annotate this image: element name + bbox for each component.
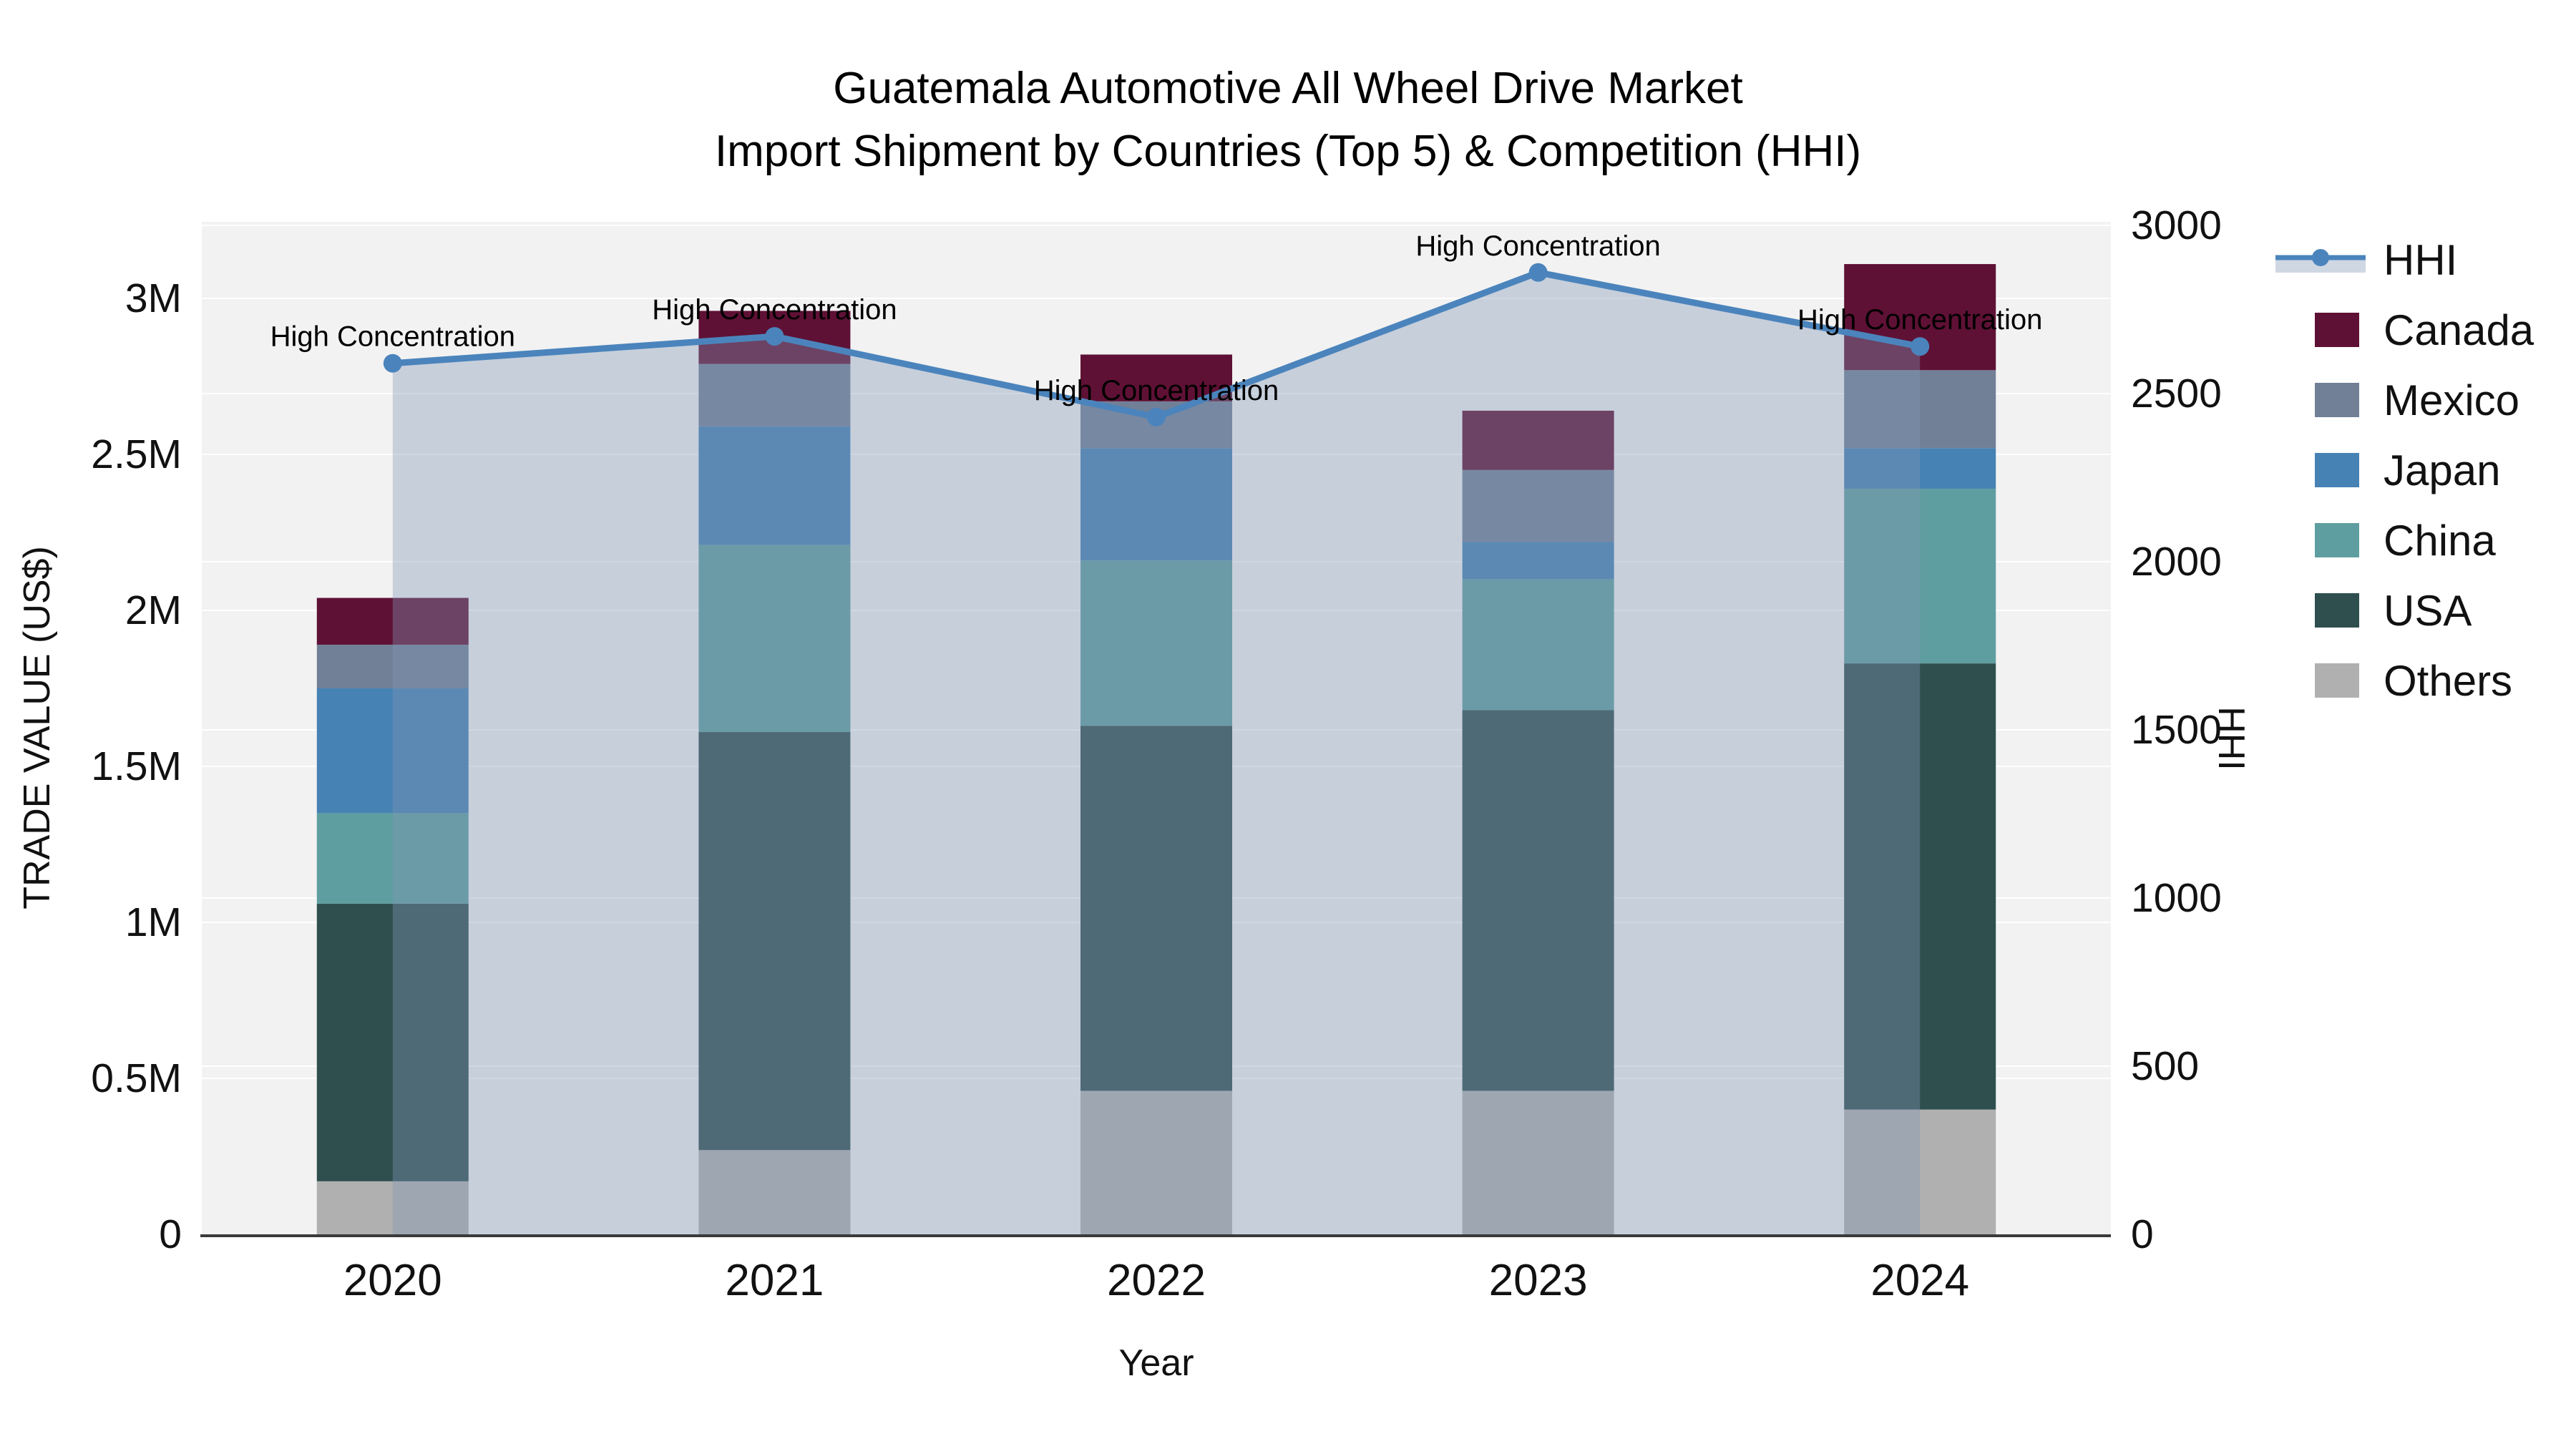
bar-segment-canada-2020 (316, 597, 469, 645)
bar-segment-china-2020 (316, 813, 469, 904)
legend-item-usa: USA (2275, 575, 2534, 645)
legend-item-japan: Japan (2275, 435, 2534, 505)
x-tick-2023: 2023 (1489, 1256, 1588, 1305)
y-left-tick: 1.5M (91, 743, 182, 789)
usa-swatch-icon (2315, 593, 2359, 628)
annotation-2024: High Concentration (1797, 304, 2042, 336)
bar-segment-others-2023 (1462, 1091, 1614, 1234)
x-axis-title: Year (1118, 1342, 1194, 1384)
bar-segment-canada-2022 (1080, 354, 1232, 401)
bar-segment-canada-2023 (1462, 410, 1614, 470)
annotation-2021: High Concentration (652, 294, 897, 326)
bar-segment-others-2024 (1844, 1109, 1996, 1234)
y-right-tick: 0 (2131, 1211, 2154, 1257)
y-right-tick: 2000 (2131, 539, 2222, 585)
legend-label-hhi: HHI (2384, 235, 2458, 284)
annotation-2020: High Concentration (270, 321, 515, 353)
legend-label-usa: USA (2384, 586, 2472, 635)
legend-item-china: China (2275, 505, 2534, 575)
hhi-area-fill (392, 272, 1921, 1234)
y-right-tick: 1500 (2131, 707, 2222, 753)
y-left-tick: 1M (125, 899, 182, 945)
legend-label-others: Others (2384, 656, 2513, 705)
hhi-marker-2022 (1147, 407, 1166, 426)
bar-segment-usa-2022 (1080, 726, 1232, 1091)
bar-segment-usa-2023 (1462, 710, 1614, 1091)
mexico-swatch-icon (2315, 383, 2359, 417)
hhi-marker-2023 (1528, 263, 1548, 282)
bar-segment-others-2021 (698, 1150, 851, 1234)
y-left-tick: 3M (125, 275, 182, 321)
chart-title-line1: Guatemala Automotive All Wheel Drive Mar… (833, 64, 1743, 113)
bar-segment-china-2022 (1080, 560, 1232, 726)
x-tick-2024: 2024 (1870, 1256, 1969, 1305)
japan-swatch-icon (2315, 453, 2359, 487)
legend-label-japan: Japan (2384, 446, 2501, 494)
legend-label-canada: Canada (2384, 306, 2534, 354)
bar-segment-usa-2021 (698, 732, 851, 1151)
chart-title-line2: Import Shipment by Countries (Top 5) & C… (714, 127, 1862, 177)
annotation-2023: High Concentration (1415, 230, 1660, 262)
legend-item-hhi: HHI (2275, 225, 2534, 295)
y-left-tick: 2M (125, 587, 182, 633)
legend-label-china: China (2384, 516, 2496, 565)
y-right-tick: 1000 (2131, 875, 2222, 921)
y-left-tick: 0 (159, 1211, 182, 1257)
bar-segment-usa-2024 (1844, 663, 1996, 1110)
bar-segment-mexico-2021 (698, 364, 851, 426)
china-swatch-icon (2315, 523, 2359, 557)
bar-segment-mexico-2024 (1844, 370, 1996, 449)
hhi-line-sample-icon (2275, 249, 2366, 273)
hhi-marker-2020 (383, 353, 402, 373)
others-swatch-icon (2315, 663, 2359, 698)
x-tick-2021: 2021 (725, 1256, 824, 1305)
canada-swatch-icon (2315, 313, 2359, 347)
hhi-marker-2024 (1911, 337, 1930, 356)
y-left-tick: 2.5M (91, 431, 182, 477)
legend-label-mexico: Mexico (2384, 376, 2520, 424)
chart-title: Guatemala Automotive All Wheel Drive Mar… (429, 57, 2147, 183)
bar-segment-japan-2024 (1844, 448, 1996, 489)
bar-segment-japan-2021 (698, 426, 851, 545)
y-right-tick: 3000 (2131, 203, 2222, 248)
legend: HHI Canada Mexico Japan China USA Others (2275, 225, 2534, 716)
annotation-2022: High Concentration (1034, 375, 1279, 406)
y-right-tick: 2500 (2131, 371, 2222, 416)
bar-segment-others-2020 (316, 1181, 469, 1234)
x-tick-2020: 2020 (343, 1256, 442, 1305)
bar-segment-china-2023 (1462, 579, 1614, 711)
bar-segment-mexico-2020 (316, 644, 469, 688)
legend-item-mexico: Mexico (2275, 365, 2534, 435)
y-right-axis-title: HHI (2210, 706, 2252, 771)
hhi-marker-2021 (765, 327, 784, 346)
y-right-tick: 500 (2131, 1043, 2199, 1089)
legend-item-others: Others (2275, 645, 2534, 716)
x-tick-2022: 2022 (1107, 1256, 1206, 1305)
bar-segment-japan-2023 (1462, 542, 1614, 580)
bar-segment-china-2024 (1844, 488, 1996, 664)
y-left-tick: 0.5M (91, 1055, 182, 1101)
bar-segment-mexico-2023 (1462, 469, 1614, 542)
y-left-axis-title: TRADE VALUE (US$) (16, 546, 58, 909)
bar-segment-usa-2020 (316, 903, 469, 1181)
bar-segment-china-2021 (698, 545, 851, 733)
bar-segment-japan-2020 (316, 688, 469, 814)
bar-segment-others-2022 (1080, 1091, 1232, 1234)
legend-item-canada: Canada (2275, 295, 2534, 365)
bar-segment-japan-2022 (1080, 448, 1232, 561)
